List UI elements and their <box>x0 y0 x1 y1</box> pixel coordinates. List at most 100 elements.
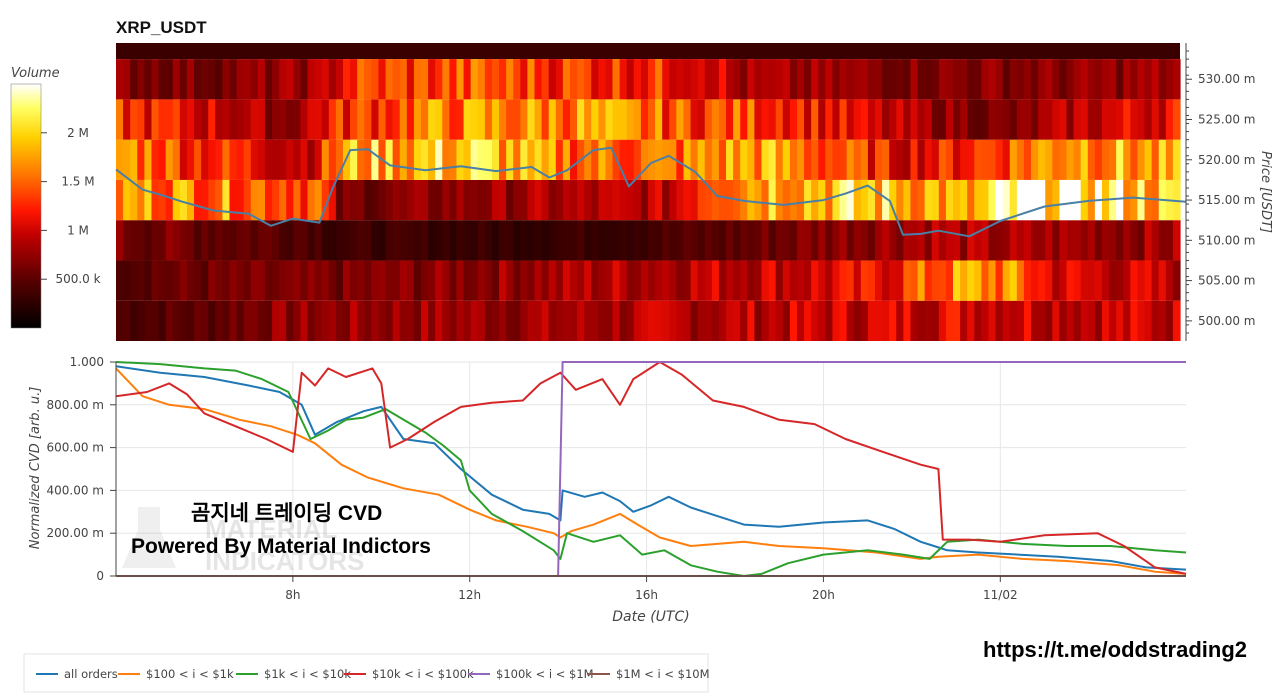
cvd-series-line-2 <box>115 361 1187 577</box>
telegram-link[interactable]: https://t.me/oddstrading2 <box>983 637 1247 662</box>
heatmap-cell <box>1094 260 1103 301</box>
heatmap-cell <box>669 59 677 100</box>
heatmap-cell <box>350 220 358 261</box>
heatmap-cell <box>598 59 607 100</box>
legend-item[interactable]: $10k < i < $100k <box>344 667 474 681</box>
heatmap-cell <box>151 220 160 261</box>
legend-item[interactable]: $100k < i < $1M <box>468 667 594 681</box>
heatmap-cell <box>491 99 500 140</box>
heatmap-cell <box>967 300 975 341</box>
heatmap-cell <box>257 179 266 221</box>
heatmap-cell <box>186 139 195 180</box>
heatmap-cell <box>1052 139 1061 180</box>
heatmap-cell <box>222 220 231 261</box>
heatmap-cell <box>1109 139 1117 180</box>
heatmap-cell <box>1073 99 1082 140</box>
heatmap-cell <box>463 139 472 180</box>
heatmap-cell <box>364 300 372 341</box>
heatmap-cell <box>293 99 302 140</box>
heatmap-cell <box>300 220 309 261</box>
heatmap-cell <box>605 59 614 100</box>
heatmap-cell <box>144 220 153 261</box>
heatmap-cell <box>172 260 181 301</box>
heatmap-cell <box>910 179 919 221</box>
heatmap-cell <box>1066 139 1075 180</box>
heatmap-cell <box>704 260 713 301</box>
heatmap-cell <box>882 59 890 100</box>
price-tick-label: 525.00 m <box>1198 113 1256 127</box>
heatmap-cell <box>1137 99 1146 140</box>
heatmap-cell <box>846 260 855 301</box>
heatmap-cell <box>974 220 982 261</box>
heatmap-cell <box>264 179 273 221</box>
heatmap-cell <box>676 300 685 341</box>
heatmap-cell <box>186 59 195 100</box>
heatmap-cell <box>648 99 656 140</box>
heatmap-cell <box>385 179 394 221</box>
heatmap-cell <box>321 179 330 221</box>
heatmap-cell <box>1144 99 1153 140</box>
heatmap-cell <box>931 179 940 221</box>
heatmap-cell <box>1137 300 1146 341</box>
heatmap-cell <box>279 179 287 221</box>
heatmap-cell <box>144 99 153 140</box>
heatmap-cell <box>910 300 919 341</box>
heatmap-cell <box>1080 300 1089 341</box>
heatmap-cell <box>988 300 997 341</box>
heatmap-cell <box>619 139 628 180</box>
heatmap-cell <box>463 220 472 261</box>
heatmap-cell <box>690 260 699 301</box>
heatmap-cell <box>782 99 791 140</box>
price-tick-label: 520.00 m <box>1198 153 1256 167</box>
heatmap-cell <box>1023 260 1032 301</box>
heatmap-cell <box>541 220 550 261</box>
legend-item[interactable]: all orders <box>36 667 118 681</box>
heatmap-cell <box>648 139 656 180</box>
heatmap-cell <box>428 179 436 221</box>
legend-item[interactable]: $1M < i < $10M <box>588 667 710 681</box>
heatmap-cell <box>981 59 990 100</box>
heatmap-cell <box>676 220 685 261</box>
heatmap-cell <box>236 220 245 261</box>
legend-item[interactable]: $1k < i < $10k <box>236 667 351 681</box>
legend-item[interactable]: $100 < i < $1k <box>118 667 234 681</box>
heatmap-cell <box>513 59 521 100</box>
heatmap-cell <box>435 139 443 180</box>
heatmap-cell <box>1123 220 1131 261</box>
heatmap-cell <box>917 260 926 301</box>
heatmap-cell <box>484 260 493 301</box>
heatmap-cell <box>839 260 848 301</box>
heatmap-cell <box>960 59 968 100</box>
heatmap-cell <box>428 139 436 180</box>
heatmap-cell <box>215 300 223 341</box>
heatmap-cell <box>768 99 777 140</box>
heatmap-cell <box>1151 99 1160 140</box>
heatmap-cell <box>825 220 834 261</box>
heatmap-cell <box>612 179 621 221</box>
heatmap-cell <box>704 300 713 341</box>
heatmap-cell <box>761 59 770 100</box>
heatmap-cell <box>562 260 571 301</box>
heatmap-cell <box>1087 59 1096 100</box>
heatmap-cell <box>421 139 429 180</box>
heatmap-cell <box>874 220 883 261</box>
heatmap-cell <box>726 179 734 221</box>
heatmap-cell <box>342 179 351 221</box>
heatmap-cell <box>385 59 394 100</box>
heatmap-cell <box>499 179 507 221</box>
heatmap-cell <box>683 179 692 221</box>
heatmap-cell <box>1123 99 1131 140</box>
heatmap-cell <box>1045 220 1053 261</box>
heatmap-cell <box>286 179 294 221</box>
heatmap-cell <box>1144 179 1153 221</box>
heatmap-cell <box>286 300 294 341</box>
heatmap-cell <box>286 139 294 180</box>
heatmap-cell <box>910 59 919 100</box>
heatmap-cell <box>577 300 585 341</box>
heatmap-cell <box>1130 300 1139 341</box>
heatmap-cell <box>250 59 259 100</box>
heatmap-cell <box>328 300 337 341</box>
heatmap-cell <box>421 260 429 301</box>
heatmap-cell <box>953 179 961 221</box>
heatmap-cell <box>796 139 805 180</box>
